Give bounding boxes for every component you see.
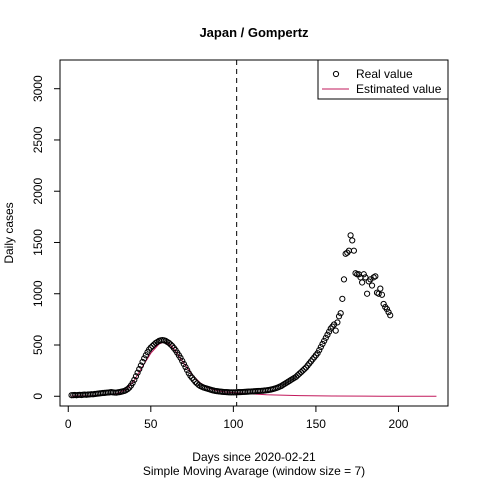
- real-value-point: [347, 232, 354, 239]
- real-value-point: [124, 385, 131, 393]
- real-value-point: [167, 341, 174, 348]
- real-value-point: [349, 237, 356, 244]
- y-tick-label: 500: [31, 335, 45, 355]
- real-value-point: [337, 310, 344, 317]
- real-value-point: [294, 372, 301, 379]
- real-value-point: [317, 343, 324, 351]
- real-value-point: [165, 339, 173, 347]
- real-value-point: [383, 306, 391, 313]
- x-tick-label: 100: [223, 417, 243, 431]
- real-value-point: [149, 342, 156, 350]
- real-value-point: [131, 376, 138, 383]
- real-value-point: [132, 373, 140, 380]
- y-axis: 0 500 1000 1500 2000 2500 3000: [31, 75, 61, 400]
- y-tick-label: 1500: [31, 229, 45, 256]
- real-value-point: [136, 365, 143, 373]
- real-value-point: [322, 334, 329, 341]
- real-value-point: [385, 309, 392, 316]
- real-value-point: [332, 327, 339, 334]
- real-value-point: [139, 358, 146, 366]
- real-value-point: [137, 362, 144, 369]
- x-tick-label: 0: [65, 417, 72, 431]
- real-value-point: [182, 363, 189, 371]
- y-tick-label: 1000: [31, 280, 45, 307]
- y-tick-label: 2000: [31, 178, 45, 205]
- real-value-point: [378, 291, 386, 298]
- real-value-point: [297, 369, 305, 376]
- chart-title: Japan / Gompertz: [199, 25, 309, 40]
- real-value-point: [180, 360, 187, 368]
- y-tick-label: 3000: [31, 75, 45, 102]
- real-value-point: [179, 357, 186, 364]
- x-axis: 0 50 100 150 200: [65, 405, 409, 431]
- real-value-point: [321, 337, 328, 344]
- real-value-point: [141, 355, 148, 362]
- real-value-point: [364, 290, 371, 297]
- real-value-point: [314, 350, 321, 357]
- real-value-point: [362, 274, 369, 281]
- real-value-point: [324, 331, 331, 338]
- real-value-point: [134, 369, 141, 376]
- real-value-point: [350, 247, 357, 254]
- real-value-point: [368, 282, 376, 289]
- x-axis-label: Days since 2020-02-21: [192, 450, 316, 464]
- x-tick-label: 150: [306, 417, 326, 431]
- plot-frame: [59, 59, 449, 407]
- real-value-point: [380, 300, 387, 308]
- real-value-point: [296, 370, 303, 377]
- legend: Real value Estimated value: [317, 59, 449, 100]
- x-axis-subtitle: Simple Moving Avarage (window size = 7): [143, 464, 365, 478]
- real-value-point: [316, 347, 323, 354]
- real-value-point: [142, 352, 149, 359]
- real-value-point: [360, 271, 367, 278]
- real-value-point: [335, 313, 343, 320]
- real-value-point: [177, 354, 184, 361]
- x-tick-label: 200: [388, 417, 408, 431]
- legend-estimated-value-label: Estimated value: [356, 82, 442, 96]
- real-value-point: [147, 344, 154, 351]
- real-value-point: [319, 340, 326, 348]
- real-value-point: [301, 365, 308, 373]
- series-real-value: [68, 232, 394, 399]
- y-axis-label: Daily cases: [2, 202, 16, 263]
- real-value-point: [192, 378, 199, 386]
- real-value-point: [387, 312, 394, 319]
- real-value-point: [340, 276, 348, 283]
- real-value-point: [293, 373, 300, 380]
- real-value-point: [184, 367, 191, 374]
- real-value-point: [334, 319, 341, 326]
- y-tick-label: 2500: [31, 126, 45, 153]
- y-tick-label: 0: [31, 393, 45, 400]
- real-value-point: [377, 285, 384, 292]
- real-value-point: [326, 328, 333, 335]
- real-value-point: [339, 295, 346, 302]
- x-tick-label: 50: [144, 417, 158, 431]
- real-value-point: [299, 367, 306, 374]
- real-value-point: [359, 279, 366, 286]
- legend-real-value-label: Real value: [356, 67, 413, 81]
- real-value-point: [129, 379, 136, 387]
- real-value-point: [372, 273, 379, 280]
- legend-real-value-marker: [332, 70, 340, 78]
- real-value-point: [375, 290, 382, 297]
- legend-box: [317, 59, 449, 100]
